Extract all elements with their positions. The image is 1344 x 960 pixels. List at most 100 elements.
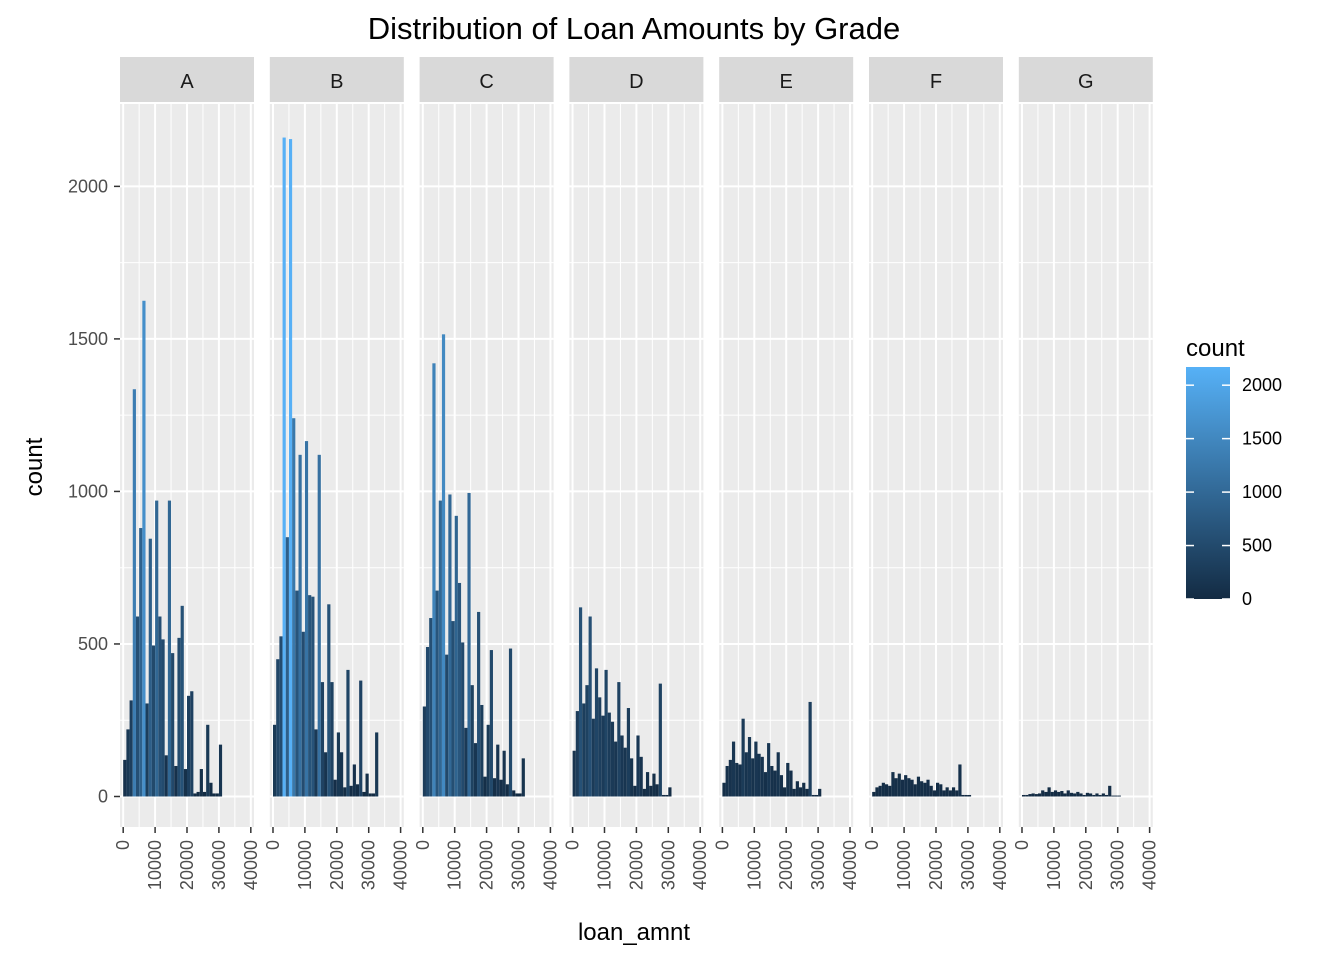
histogram-bar <box>158 616 162 797</box>
histogram-bar <box>218 744 223 797</box>
histogram-bar <box>483 776 487 797</box>
histogram-bar <box>907 778 911 797</box>
histogram-bar <box>324 752 328 797</box>
histogram-bar <box>145 703 149 797</box>
histogram-bar <box>658 683 662 797</box>
histogram-bar <box>783 787 787 797</box>
histogram-bar <box>489 650 493 797</box>
histogram-bar <box>639 756 643 797</box>
histogram-bar <box>1066 790 1070 797</box>
histogram-bar <box>1057 791 1061 797</box>
histogram-bar <box>432 363 436 797</box>
histogram-bar <box>295 590 299 797</box>
histogram-bar <box>464 727 468 797</box>
histogram-bar <box>958 764 962 797</box>
x-tick-label: 10000 <box>744 840 764 890</box>
histogram-bar <box>470 685 474 797</box>
y-tick-label: 500 <box>78 634 108 654</box>
x-tick-label: 40000 <box>840 840 860 890</box>
histogram-bar <box>661 794 666 797</box>
facet-panel-f: F 0 10000 20000 30000 40000 <box>862 57 1010 890</box>
histogram-bar <box>438 500 442 797</box>
histogram-bar <box>936 782 940 797</box>
histogram-bar <box>135 616 140 797</box>
histogram-bar <box>126 729 130 797</box>
y-axis-title: count <box>21 437 48 496</box>
histogram-bar <box>731 741 736 797</box>
histogram-bar <box>1104 794 1109 797</box>
histogram-bar <box>1037 793 1042 797</box>
histogram-bar <box>359 680 363 797</box>
histogram-bar <box>317 454 321 797</box>
facet-strip-label: C <box>479 71 493 93</box>
legend-tick-label: 1000 <box>1242 482 1282 502</box>
histogram-bar <box>767 743 771 797</box>
histogram-bar <box>288 139 293 797</box>
facet-strip <box>569 57 704 102</box>
histogram-bar <box>375 732 379 797</box>
histogram-bar <box>279 636 283 797</box>
histogram-bar <box>652 773 656 797</box>
x-tick-label: 0 <box>712 840 732 850</box>
histogram-bar <box>770 765 774 797</box>
histogram-bar <box>649 785 653 797</box>
histogram-bar <box>339 752 344 797</box>
histogram-bar <box>636 735 640 797</box>
x-tick-label: 40000 <box>690 840 710 890</box>
histogram-bar <box>467 492 471 797</box>
histogram-bar <box>1041 790 1045 797</box>
histogram-bar <box>209 782 213 797</box>
histogram-bar <box>614 741 618 797</box>
histogram-bar <box>725 765 729 797</box>
histogram-bar <box>802 782 806 797</box>
x-tick-label: 30000 <box>509 840 529 890</box>
facet-panel-b: B 0 10000 20000 30000 40000 <box>263 57 411 890</box>
histogram-bar <box>722 782 726 797</box>
x-axis-title: loan_amnt <box>578 919 690 946</box>
histogram-bar <box>945 787 949 797</box>
histogram-bar <box>738 764 742 797</box>
histogram-bar <box>477 611 481 797</box>
histogram-bar <box>1031 793 1035 797</box>
histogram-bar <box>878 785 882 797</box>
histogram-bar <box>811 794 815 797</box>
histogram-bar <box>362 791 366 797</box>
x-tick-label: 40000 <box>990 840 1010 890</box>
x-tick-label: 20000 <box>776 840 796 890</box>
histogram-bar <box>1021 794 1026 797</box>
histogram-bar <box>610 721 615 797</box>
histogram-bar <box>668 787 672 797</box>
x-tick-label: 10000 <box>894 840 914 890</box>
histogram-bar <box>212 793 216 797</box>
histogram-bar <box>913 784 917 797</box>
histogram-bar <box>607 712 611 797</box>
x-tick-label: 20000 <box>1076 840 1096 890</box>
histogram-bar <box>1053 790 1058 797</box>
histogram-bar <box>601 715 605 797</box>
histogram-bar <box>343 787 347 797</box>
histogram-bar <box>139 528 143 797</box>
histogram-bar <box>798 787 803 797</box>
histogram-bar <box>904 775 908 797</box>
histogram-bar <box>1060 791 1064 797</box>
histogram-bar <box>512 790 516 797</box>
legend-colorbar <box>1186 367 1230 599</box>
histogram-bar <box>626 708 631 797</box>
histogram-bar <box>196 791 200 797</box>
histogram-bar <box>1098 794 1102 797</box>
chart-title: Distribution of Loan Amounts by Grade <box>368 11 900 46</box>
histogram-bar <box>304 441 309 797</box>
histogram-bar <box>215 793 219 797</box>
x-tick-label: 0 <box>413 840 433 850</box>
histogram-bar <box>508 648 513 797</box>
histogram-bar <box>167 500 172 797</box>
color-legend: count 0 500 1000 1500 2000 <box>1186 335 1282 609</box>
histogram-bar <box>441 334 446 797</box>
histogram-bar <box>1082 794 1086 797</box>
histogram-bar <box>311 596 315 797</box>
histogram-bar <box>461 642 465 797</box>
facet-strip-label: G <box>1078 71 1094 93</box>
histogram-bar <box>132 389 136 797</box>
histogram-bar <box>588 616 592 797</box>
